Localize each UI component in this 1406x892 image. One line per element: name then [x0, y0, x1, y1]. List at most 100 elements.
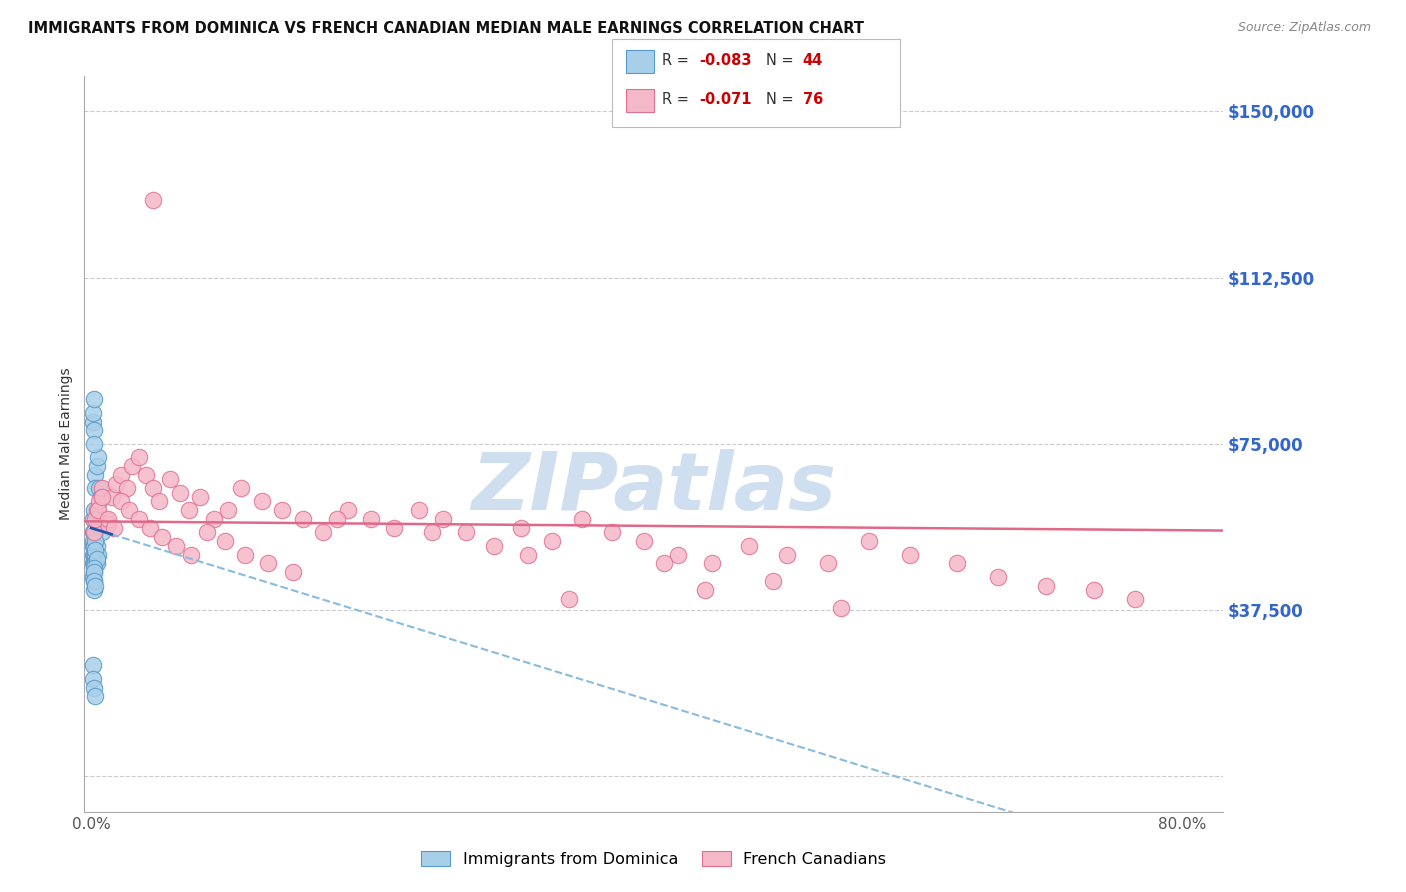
Point — [82, 658, 104, 673]
Point — [202, 512, 225, 526]
Point — [700, 557, 723, 571]
Point — [91, 490, 114, 504]
Point — [87, 450, 110, 464]
Text: R =: R = — [662, 54, 693, 68]
Point — [482, 539, 505, 553]
Text: 76: 76 — [803, 93, 823, 107]
Point — [693, 583, 716, 598]
Point — [84, 690, 107, 704]
Text: ZIPatlas: ZIPatlas — [471, 449, 837, 527]
Point — [84, 557, 107, 571]
Point — [83, 424, 105, 438]
Point — [148, 494, 170, 508]
Point — [420, 525, 443, 540]
Point — [91, 525, 114, 540]
Point — [159, 472, 181, 486]
Text: -0.071: -0.071 — [699, 93, 751, 107]
Point — [271, 503, 294, 517]
Point — [188, 490, 211, 504]
Point — [776, 548, 799, 562]
Point — [84, 543, 107, 558]
Point — [86, 552, 108, 566]
Point — [1035, 579, 1057, 593]
Point — [86, 539, 108, 553]
Point — [84, 534, 107, 549]
Y-axis label: Median Male Earnings: Median Male Earnings — [59, 368, 73, 520]
Point — [83, 574, 105, 589]
Text: 44: 44 — [803, 54, 823, 68]
Point — [83, 583, 105, 598]
Point — [180, 548, 202, 562]
Point — [1083, 583, 1105, 598]
Point — [817, 557, 839, 571]
Point — [541, 534, 564, 549]
Point — [652, 557, 675, 571]
Point — [250, 494, 273, 508]
Point — [90, 490, 112, 504]
Point — [86, 458, 108, 473]
Point — [408, 503, 430, 517]
Point — [139, 521, 162, 535]
Point — [128, 450, 150, 464]
Point — [231, 481, 253, 495]
Point — [84, 481, 107, 495]
Point — [87, 548, 110, 562]
Point — [142, 481, 165, 495]
Point — [516, 548, 538, 562]
Text: Source: ZipAtlas.com: Source: ZipAtlas.com — [1237, 21, 1371, 34]
Point — [169, 485, 191, 500]
Point — [83, 557, 105, 571]
Point — [82, 534, 104, 549]
Point — [86, 557, 108, 571]
Point — [83, 574, 105, 589]
Point — [858, 534, 880, 549]
Point — [987, 570, 1010, 584]
Point — [1123, 591, 1146, 606]
Point — [666, 548, 689, 562]
Point — [281, 566, 304, 580]
Point — [83, 681, 105, 695]
Point — [382, 521, 405, 535]
Point — [84, 467, 107, 482]
Point — [82, 539, 104, 553]
Point — [82, 512, 104, 526]
Point — [633, 534, 655, 549]
Point — [110, 494, 132, 508]
Text: -0.083: -0.083 — [699, 54, 751, 68]
Point — [142, 193, 165, 207]
Point — [360, 512, 382, 526]
Point — [214, 534, 236, 549]
Text: IMMIGRANTS FROM DOMINICA VS FRENCH CANADIAN MEDIAN MALE EARNINGS CORRELATION CHA: IMMIGRANTS FROM DOMINICA VS FRENCH CANAD… — [28, 21, 865, 36]
Point — [89, 481, 111, 495]
Point — [898, 548, 921, 562]
Point — [87, 503, 110, 517]
Point — [312, 525, 335, 540]
Point — [83, 392, 105, 407]
Point — [150, 530, 173, 544]
Point — [128, 512, 150, 526]
Point — [91, 481, 114, 495]
Text: N =: N = — [766, 54, 799, 68]
Point — [83, 566, 105, 580]
Point — [104, 476, 127, 491]
Point — [83, 503, 105, 517]
Point — [83, 566, 105, 580]
Point — [83, 525, 105, 540]
Point — [83, 436, 105, 450]
Point — [456, 525, 478, 540]
Point — [84, 548, 107, 562]
Point — [165, 539, 187, 553]
Point — [100, 490, 122, 504]
Point — [103, 521, 125, 535]
Point — [135, 467, 157, 482]
Point — [84, 579, 107, 593]
Point — [84, 512, 107, 526]
Point — [600, 525, 623, 540]
Point — [96, 512, 118, 526]
Point — [89, 494, 111, 508]
Point — [86, 503, 108, 517]
Point — [257, 557, 280, 571]
Point — [737, 539, 759, 553]
Point — [195, 525, 218, 540]
Point — [82, 672, 104, 686]
